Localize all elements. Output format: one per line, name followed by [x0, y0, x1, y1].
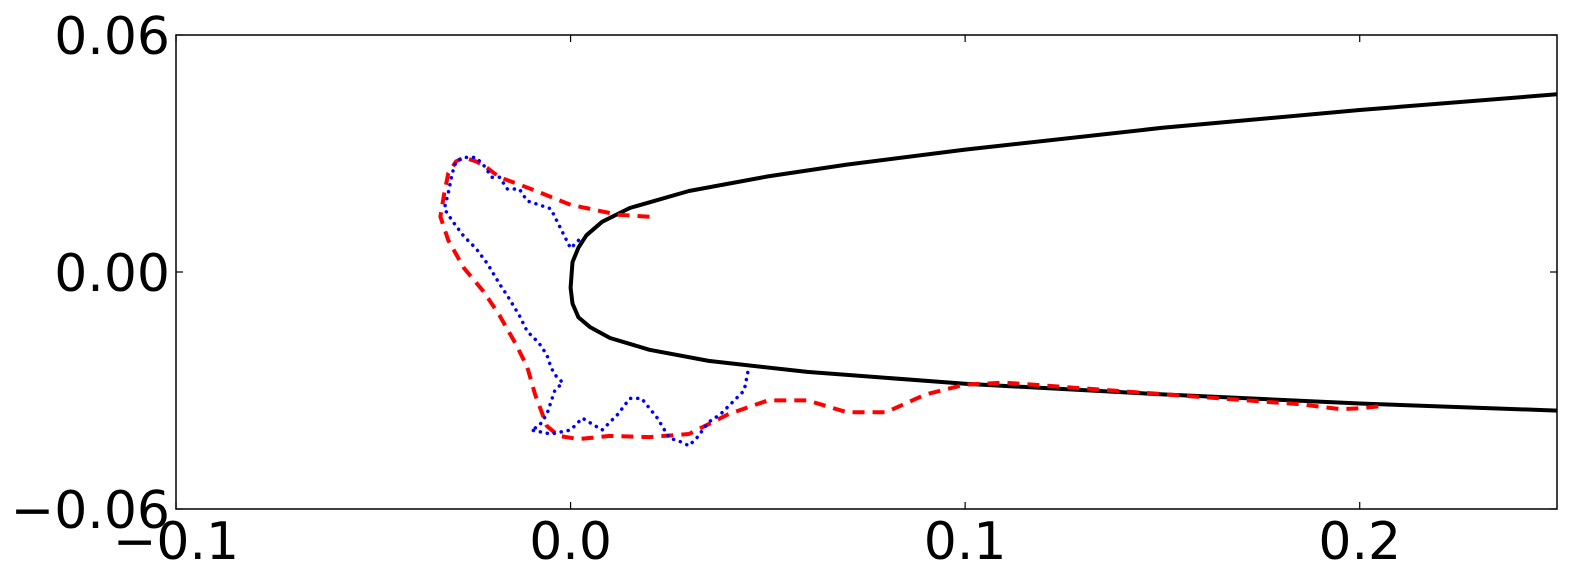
- tick-layer: [175, 34, 1557, 510]
- series-line-3-dotted: [442, 155, 750, 448]
- x-tick-label: 0.0: [529, 512, 612, 572]
- label-layer: −0.1 0.0 0.1 0.2 −0.06 0.00 0.06: [11, 7, 1401, 572]
- series-line-2-dashed: [438, 155, 1380, 442]
- x-tick-label: 0.2: [1318, 512, 1401, 572]
- y-tick-label: −0.06: [11, 481, 170, 541]
- x-tick-label: −0.1: [113, 512, 239, 572]
- y-tick-label: 0.00: [54, 244, 170, 304]
- series-line-1-solid: [568, 92, 1557, 413]
- x-tick-label: 0.1: [924, 512, 1007, 572]
- y-tick-label: 0.06: [54, 7, 170, 67]
- plot-frame: [175, 34, 1558, 510]
- series-layer: [438, 92, 1557, 448]
